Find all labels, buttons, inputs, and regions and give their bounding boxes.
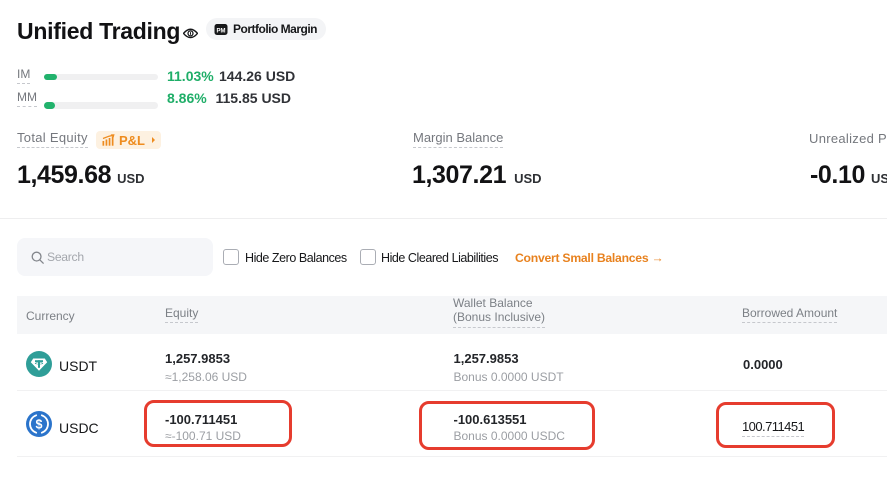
svg-text:$: $ (36, 417, 43, 431)
svg-text:PM: PM (217, 28, 226, 34)
